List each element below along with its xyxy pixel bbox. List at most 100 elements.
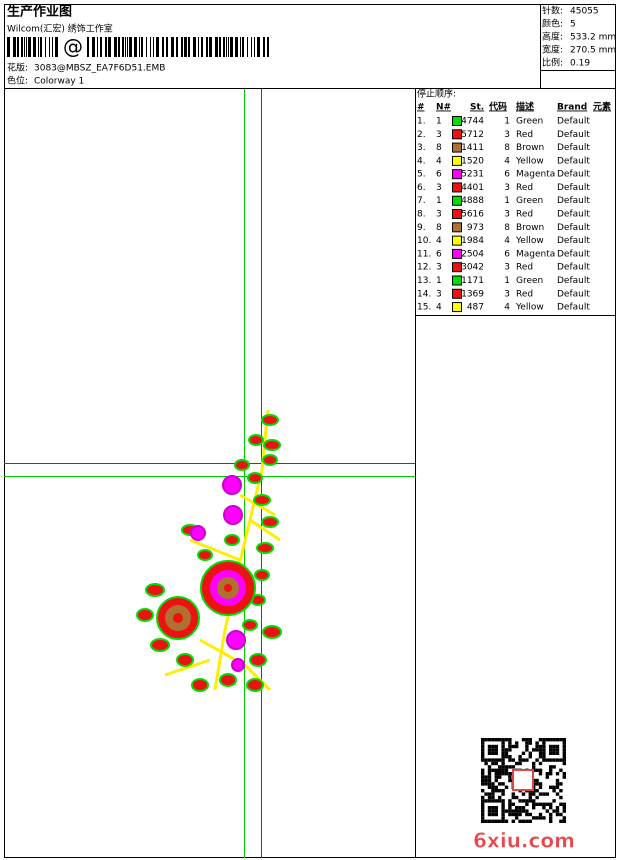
color-swatch xyxy=(452,302,462,313)
qr-cell xyxy=(552,748,556,752)
qr-cell xyxy=(542,806,546,810)
qr-cell xyxy=(481,789,485,793)
qr-cell xyxy=(498,795,502,800)
qr-cell xyxy=(518,812,522,817)
bar-line xyxy=(129,37,132,57)
qr-cell xyxy=(538,744,543,749)
qr-cell xyxy=(525,802,529,806)
row-number: 2. xyxy=(417,130,426,140)
qr-cell xyxy=(562,809,566,813)
qr-cell xyxy=(549,765,553,769)
qr-cell xyxy=(545,772,549,776)
qr-cell xyxy=(555,809,560,813)
qr-cell xyxy=(562,775,566,779)
code: 6 xyxy=(504,249,510,259)
qr-cell xyxy=(528,792,532,796)
qr-cell xyxy=(494,785,498,789)
qr-cell xyxy=(562,802,566,806)
qr-cell xyxy=(549,812,553,817)
bar-line xyxy=(114,37,117,57)
qr-cell xyxy=(559,819,563,823)
code: 1 xyxy=(504,196,510,206)
qr-cell xyxy=(515,806,519,810)
qr-cell xyxy=(511,812,515,817)
row-number: 9. xyxy=(417,223,426,233)
qr-cell xyxy=(501,816,505,820)
qr-cell xyxy=(494,738,498,742)
column-header: N# xyxy=(436,103,451,113)
column-header: 元素 xyxy=(593,101,611,113)
qr-cell xyxy=(491,748,495,752)
color-swatch xyxy=(452,182,462,193)
qr-cell xyxy=(535,782,539,786)
qr-cell xyxy=(562,819,566,823)
qr-cell xyxy=(538,761,543,766)
code: 3 xyxy=(504,183,510,193)
qr-cell xyxy=(491,768,495,772)
qr-cell xyxy=(504,765,509,769)
qr-cell xyxy=(549,785,553,789)
qr-cell xyxy=(525,748,529,752)
qr-cell xyxy=(511,802,515,806)
bar-line xyxy=(215,37,218,57)
stat-value: 5 xyxy=(570,20,576,30)
needle: 3 xyxy=(436,289,442,299)
qr-cell xyxy=(501,782,505,786)
bar-line xyxy=(162,37,164,57)
bar-line xyxy=(206,37,208,57)
qr-cell xyxy=(538,792,543,796)
brand: Default xyxy=(557,223,590,233)
bar-line xyxy=(209,37,212,57)
qr-cell xyxy=(511,819,515,823)
qr-cell xyxy=(498,758,502,762)
bar-line xyxy=(247,37,248,57)
description: Red xyxy=(516,210,533,220)
qr-cell xyxy=(481,775,485,779)
qr-cell xyxy=(525,812,529,817)
qr-cell xyxy=(538,782,543,786)
bar-line xyxy=(240,37,241,57)
qr-cell xyxy=(491,758,495,762)
needle: 3 xyxy=(436,183,442,193)
page-border xyxy=(4,4,616,858)
qr-cell xyxy=(511,765,515,769)
qr-cell xyxy=(555,772,560,776)
colorway-label: 色位: xyxy=(7,75,28,87)
file-value: 3083@MBSZ_EA7F6D51.EMB xyxy=(34,64,165,74)
qr-cell xyxy=(538,785,543,789)
qr-cell xyxy=(555,751,560,755)
qr-cell xyxy=(508,802,512,806)
qr-cell xyxy=(525,799,529,803)
bar-line xyxy=(21,37,23,57)
stat-value: 0.19 xyxy=(570,59,590,69)
code: 1 xyxy=(504,117,510,127)
bar-line xyxy=(139,37,140,57)
column-header: 代码 xyxy=(488,101,507,113)
qr-cell xyxy=(562,806,566,810)
color-swatch xyxy=(452,288,462,299)
qr-cell xyxy=(481,782,485,786)
qr-cell xyxy=(501,738,505,742)
description: Red xyxy=(516,183,533,193)
row-number: 13. xyxy=(417,276,431,286)
needle: 4 xyxy=(436,303,442,313)
qr-cell xyxy=(487,738,492,742)
qr-cell xyxy=(487,782,492,786)
column-header: St. xyxy=(470,103,484,113)
qr-cell xyxy=(559,789,563,793)
qr-cell xyxy=(542,738,546,742)
bar-line xyxy=(28,37,31,57)
qr-cell xyxy=(552,751,556,755)
stitches: 1171 xyxy=(461,276,484,286)
description: Red xyxy=(516,289,533,299)
brand: Default xyxy=(557,143,590,153)
bar-line xyxy=(146,37,147,57)
qr-cell xyxy=(555,738,560,742)
code: 3 xyxy=(504,263,510,273)
qr-cell xyxy=(508,755,512,759)
qr-cell xyxy=(511,795,515,800)
bar-line xyxy=(263,37,265,57)
qr-cell xyxy=(501,806,505,810)
qr-cell xyxy=(491,799,495,803)
needle: 4 xyxy=(436,156,442,166)
